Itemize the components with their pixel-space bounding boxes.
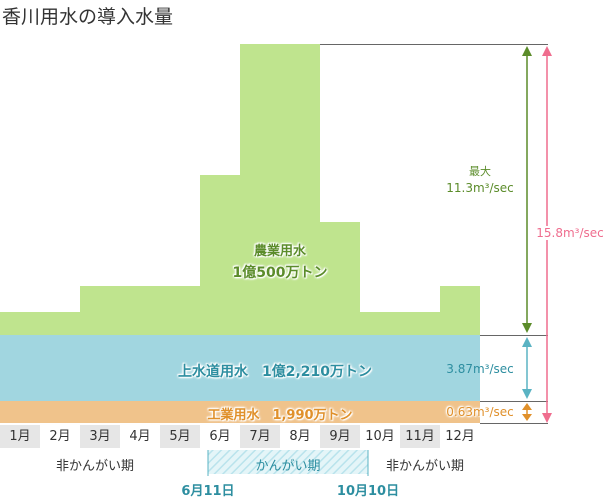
irrigation-end-date: 10月10日 — [336, 484, 400, 499]
irrigation-label: かんがい期 — [255, 459, 321, 474]
agriculture-bar-1 — [0, 312, 40, 335]
month-label: 9月 — [320, 425, 360, 448]
month-label: 1月 — [0, 425, 40, 448]
industrial-band — [0, 401, 480, 423]
agriculture-bar-6 — [200, 175, 240, 335]
month-label: 11月 — [400, 425, 440, 448]
month-label: 3月 — [80, 425, 120, 448]
month-label: 10月 — [365, 429, 395, 444]
agri-base-line — [480, 335, 548, 336]
industrial-label: 工業用水 1,990万トン — [207, 408, 353, 423]
max-value: 11.3m³/sec — [446, 181, 514, 195]
total-rate: 15.8m³/sec — [530, 226, 610, 240]
water-supply-label: 上水道用水 1億2,210万トン — [177, 364, 373, 380]
max-label: 最大 — [469, 165, 491, 178]
agriculture-volume: 1億500万トン — [232, 265, 328, 281]
water-supply-arrow — [522, 337, 532, 399]
agriculture-bar-11 — [400, 312, 440, 335]
industrial-rate: 0.63m³/sec — [446, 405, 514, 419]
irrigation-period-box — [208, 450, 368, 474]
agriculture-bar-10 — [360, 312, 400, 335]
irrigation-start-date: 6月11日 — [181, 484, 235, 499]
agriculture-bar-3 — [80, 286, 120, 335]
non-irrigation-label-left: 非かんがい期 — [55, 459, 134, 474]
month-label: 5月 — [160, 425, 200, 448]
agriculture-bar-4 — [120, 286, 160, 335]
agriculture-bar-2 — [40, 312, 80, 335]
agriculture-bar-12 — [440, 286, 480, 335]
agriculture-name: 農業用水 — [253, 244, 306, 259]
month-label: 8月 — [289, 429, 311, 444]
month-label: 7月 — [240, 425, 280, 448]
industrial-base-line — [480, 423, 548, 424]
page-title: 香川用水の導入水量 — [2, 6, 174, 28]
month-label: 2月 — [49, 429, 71, 444]
month-label: 4月 — [129, 429, 151, 444]
water-base-line — [480, 401, 548, 402]
industrial-arrow — [522, 403, 532, 421]
max-guide-line — [320, 44, 548, 45]
water-supply-band — [0, 335, 480, 401]
agriculture-arrow — [522, 46, 532, 333]
month-label: 12月 — [445, 429, 475, 444]
water-supply-rate: 3.87m³/sec — [446, 362, 514, 376]
agriculture-bar-7 — [240, 44, 280, 335]
non-irrigation-label-right: 非かんがい期 — [385, 459, 464, 474]
agriculture-bar-8 — [280, 44, 320, 335]
month-label: 6月 — [209, 429, 231, 444]
agriculture-bar-9 — [320, 222, 360, 335]
agriculture-bar-5 — [160, 286, 200, 335]
